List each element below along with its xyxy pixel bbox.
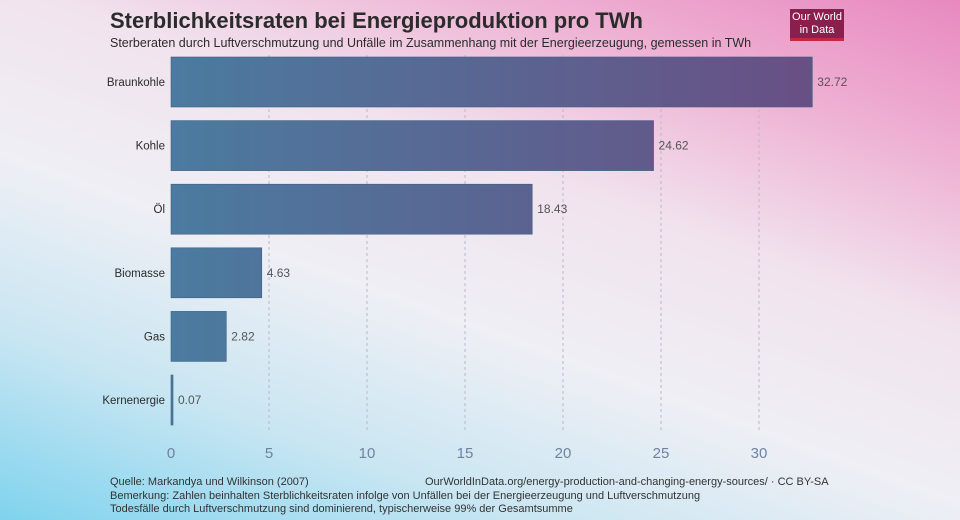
value-label: 18.43 [537, 202, 567, 216]
footnote-1: Bemerkung: Zahlen beinhalten Sterblichke… [110, 490, 701, 502]
x-tick-label: 15 [457, 445, 474, 462]
category-label: Öl [154, 204, 166, 216]
x-tick-label: 5 [265, 445, 273, 462]
category-label: Biomasse [115, 268, 166, 280]
x-tick-label: 20 [555, 445, 572, 462]
value-label: 24.62 [659, 139, 689, 153]
chart-subtitle: Sterberaten durch Luftverschmutzung und … [110, 36, 752, 50]
x-tick-label: 10 [359, 445, 376, 462]
owid-logo[interactable]: Our World in Data [790, 9, 844, 41]
value-label: 0.07 [178, 393, 202, 407]
footnote-2: Todesfälle durch Luftverschmutzung sind … [110, 503, 573, 515]
bar-1 [170, 120, 654, 171]
bar-4 [170, 311, 227, 362]
category-label: Braunkohle [107, 77, 165, 89]
category-label: Kernenergie [102, 395, 165, 407]
category-label: Gas [144, 331, 165, 343]
value-label: 32.72 [817, 75, 847, 89]
logo-line-1: Our World [792, 11, 842, 23]
x-tick-label: 30 [751, 445, 768, 462]
x-tick-label: 25 [653, 445, 670, 462]
bar-3 [170, 247, 263, 299]
source-url-link[interactable]: OurWorldInData.org/energy-production-and… [425, 476, 829, 488]
x-tick-label: 0 [167, 445, 175, 462]
value-label: 4.63 [267, 266, 291, 280]
bar-5 [170, 374, 174, 426]
value-label: 2.82 [231, 329, 255, 343]
bar-0 [170, 56, 813, 108]
chart-title: Sterblichkeitsraten bei Energieproduktio… [110, 8, 643, 33]
bar-2 [170, 183, 533, 235]
source-note: Quelle: Markandya und Wilkinson (2007) [110, 476, 309, 488]
bar-chart: 0 5 10 15 20 25 30 Braunkohle 32.72 Kohle 24.62 Öl 1… [102, 55, 848, 462]
logo-line-2: in Data [799, 24, 835, 36]
category-label: Kohle [136, 141, 165, 153]
